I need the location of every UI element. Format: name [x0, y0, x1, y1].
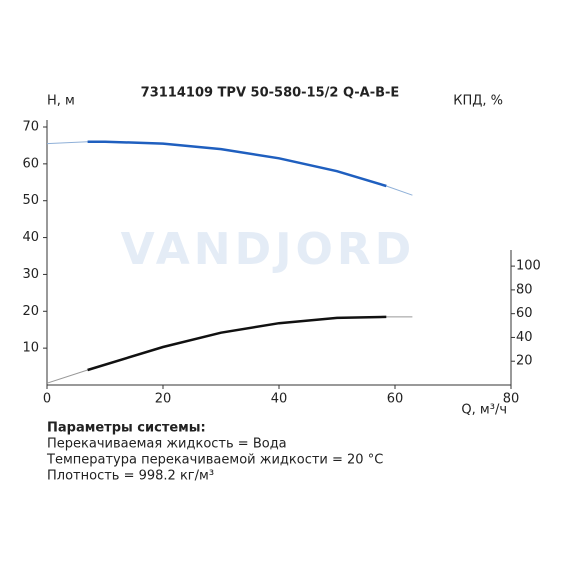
x-tick-label: 0 [43, 392, 51, 407]
x-tick-label: 20 [155, 392, 172, 407]
y2-tick-label: 40 [516, 330, 533, 345]
y-tick-label: 20 [22, 304, 39, 319]
param-line: Перекачиваемая жидкость = Вода [47, 437, 287, 452]
y-tick-label: 70 [22, 120, 39, 135]
x-tick-label: 80 [503, 392, 520, 407]
y-tick-label: 10 [22, 341, 39, 356]
y-tick-label: 50 [22, 193, 39, 208]
chart-title: 73114109 TPV 50-580-15/2 Q-A-B-E [141, 86, 400, 101]
y-tick-label: 60 [22, 156, 39, 171]
y2-tick-label: 60 [516, 306, 533, 321]
x-tick-label: 40 [271, 392, 288, 407]
x-tick-label: 60 [387, 392, 404, 407]
y-tick-label: 40 [22, 230, 39, 245]
param-line: Плотность = 998.2 кг/м³ [47, 469, 214, 484]
curve [87, 140, 387, 188]
y-axis-label: Н, м [47, 94, 75, 109]
y2-tick-label: 80 [516, 282, 533, 297]
y2-axis-label: КПД, % [453, 94, 503, 109]
y2-tick-label: 20 [516, 354, 533, 369]
y-tick-label: 30 [22, 267, 39, 282]
y2-tick-label: 100 [516, 259, 541, 274]
x-axis-label: Q, м³/ч [461, 403, 507, 418]
curve [46, 316, 413, 384]
param-line: Температура перекачиваемой жидкости = 20… [46, 453, 383, 468]
curve [87, 315, 387, 372]
params-title: Параметры системы: [47, 421, 206, 436]
watermark: VANDJORD [121, 224, 416, 275]
